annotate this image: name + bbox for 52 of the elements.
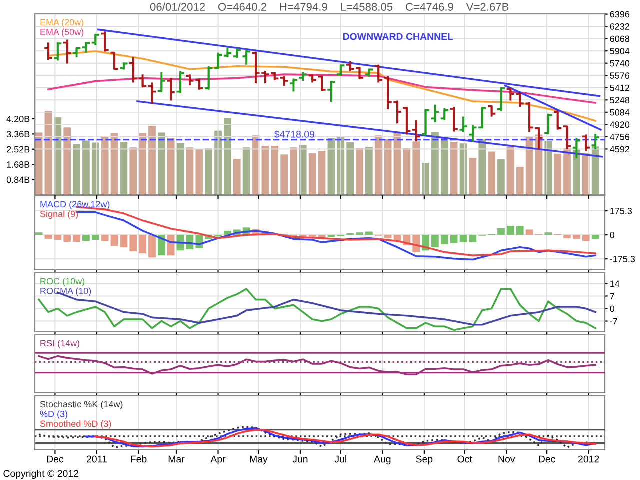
series-label: MACD (26w,12w): [40, 200, 110, 210]
y-tick-label: 6232: [610, 24, 630, 30]
x-tick-label: Aug: [374, 456, 391, 465]
x-tick-label: Oct: [458, 456, 472, 463]
y2-tick-label: 1.68B: [7, 162, 30, 168]
series-label: ROC (10w): [40, 278, 85, 286]
text: %D (3): [40, 410, 68, 420]
y-tick-label: 6068: [610, 36, 630, 42]
text: EMA (50w): [40, 28, 84, 38]
x-tick-label: Sep: [416, 456, 433, 465]
y-tick-label: -175.3: [610, 256, 636, 262]
chart-subtitle: 06/01/2012 O=4640.2 H=4794.9 L=4588.05 C=4746.9 V=2.67B: [150, 2, 509, 11]
y-tick-label: 4592: [610, 146, 630, 153]
x-tick-label: Feb: [131, 456, 147, 463]
text: Copyright © 2012: [4, 470, 79, 480]
y-tick-label: 0: [610, 232, 615, 238]
y-tick-label: 4756: [610, 134, 630, 140]
y-tick-label: 5904: [610, 48, 630, 54]
y-tick-label: 6396: [610, 11, 630, 18]
x-tick-label: Dec: [47, 456, 64, 463]
series-label: RSI (14w): [40, 340, 80, 348]
y-tick-label: 5740: [610, 60, 630, 67]
x-tick-label: 2011: [87, 456, 107, 463]
series-label: Smoothed %D (3): [40, 420, 112, 429]
y2-tick-label: 3.36B: [6, 131, 30, 138]
y2-tick-label: 2.52B: [7, 146, 30, 153]
y-tick-label: 0: [610, 306, 615, 312]
y-tick-label: 4920: [610, 122, 630, 128]
y-tick-label: 5412: [610, 84, 630, 92]
y-tick-label: 5576: [610, 72, 630, 79]
series-label: Signal (9): [40, 210, 78, 220]
y2-tick-label: 0.84B: [6, 176, 30, 184]
y-tick-label: 14: [610, 280, 620, 287]
series-label: ROCMA (10): [40, 288, 92, 296]
annotation: DOWNWARD CHANNEL: [343, 33, 454, 40]
text: Stochastic %K (14w): [40, 400, 123, 410]
y-tick-label: 5084: [610, 109, 630, 116]
y-tick-label: 7: [610, 293, 614, 300]
x-tick-label: Dec: [539, 456, 556, 463]
x-tick-label: Nov: [498, 456, 516, 463]
x-tick-label: Jul: [334, 456, 346, 463]
y-tick-label: 5248: [610, 97, 630, 104]
ref-line-label: $4718.09: [274, 130, 314, 138]
x-tick-label: Mar: [168, 456, 185, 463]
x-tick-label: Jun: [292, 456, 308, 463]
x-tick-label: Apr: [210, 456, 226, 465]
x-tick-label: May: [250, 456, 268, 465]
y2-tick-label: 4.20B: [6, 116, 30, 122]
y-tick-label: -7: [610, 318, 618, 325]
x-tick-label: 2012: [578, 456, 600, 463]
text: EMA (20w): [40, 18, 84, 28]
y-tick-label: 175.3: [610, 208, 632, 214]
